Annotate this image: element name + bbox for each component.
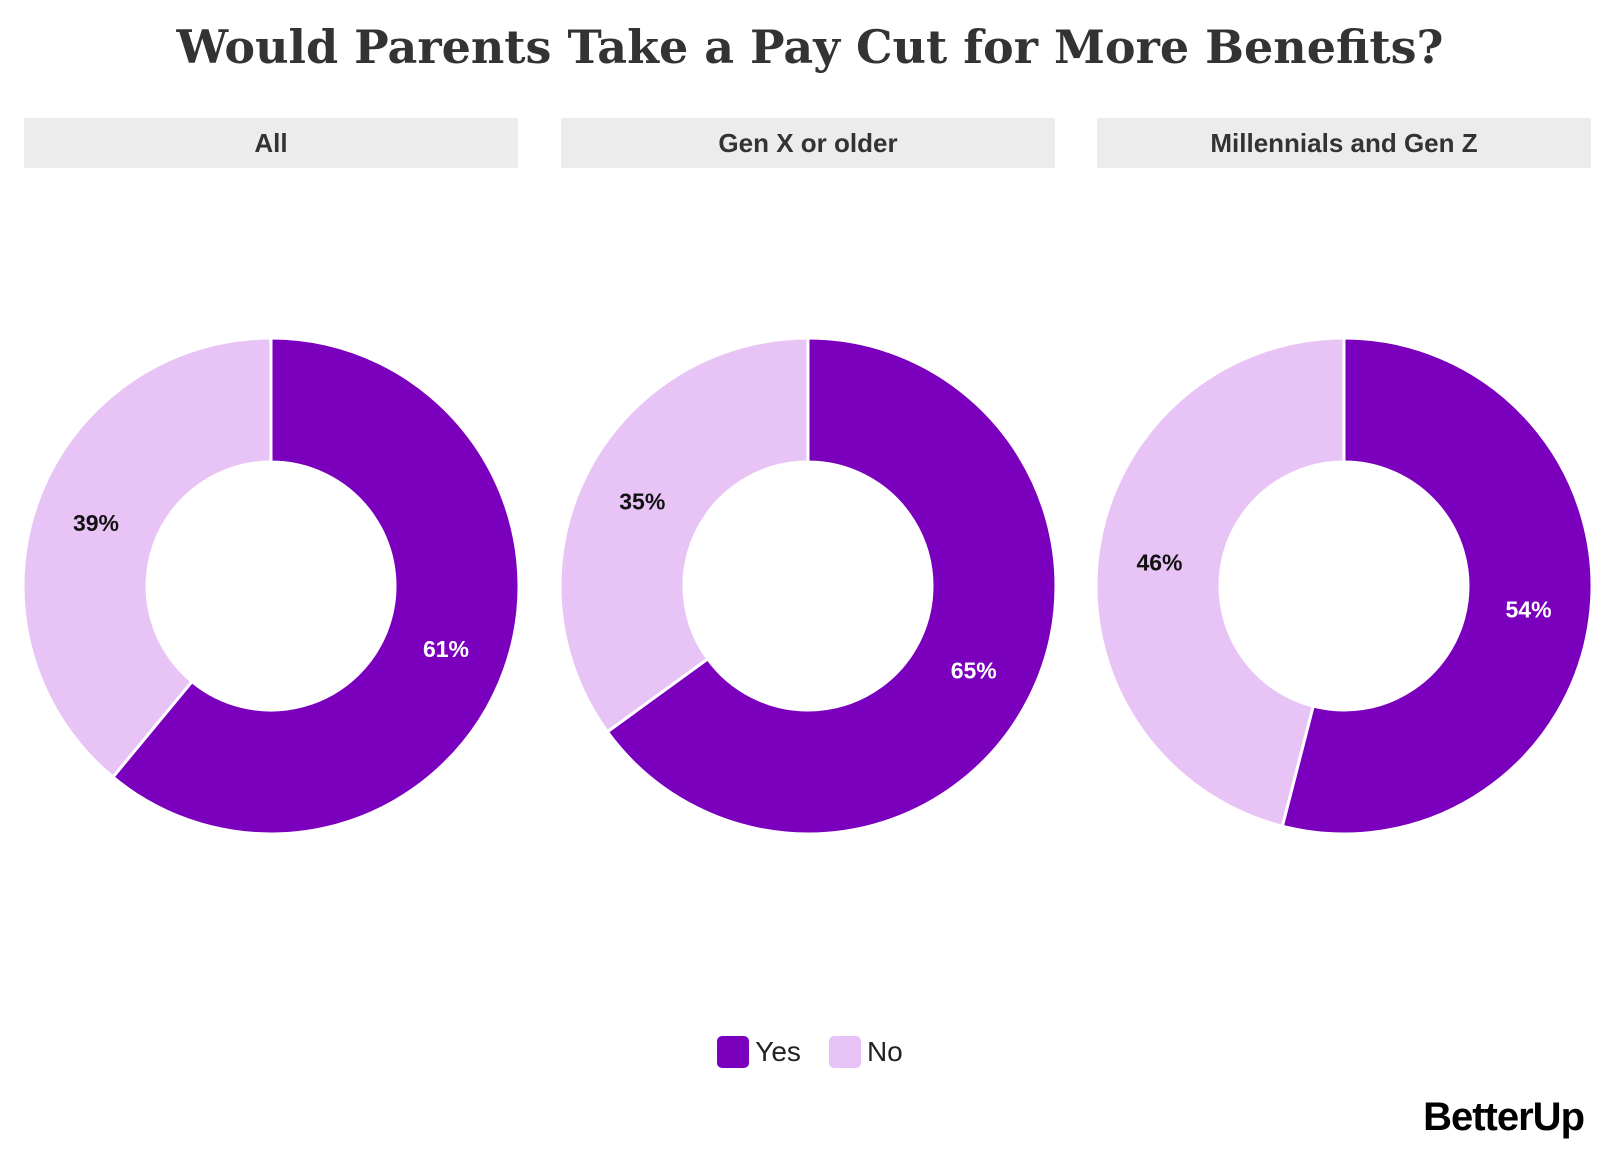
legend-swatch-no bbox=[828, 1036, 861, 1068]
chart-title: Would Parents Take a Pay Cut for More Be… bbox=[176, 20, 1444, 74]
donut-slice-yes-0 bbox=[110, 336, 521, 836]
donut-slice-yes-2 bbox=[1280, 336, 1594, 836]
legend-item-yes: Yes bbox=[717, 1036, 801, 1068]
data-label-yes-2: 54% bbox=[1506, 596, 1552, 622]
donut-slice-yes-1 bbox=[605, 336, 1058, 836]
data-label-yes-0: 61% bbox=[423, 636, 469, 662]
data-label-no-0: 39% bbox=[73, 510, 119, 536]
donut-slice-no-2 bbox=[1094, 336, 1346, 829]
panel-header-millennials-gen-z: Millennials and Gen Z bbox=[1097, 118, 1591, 168]
panel-header-all: All bbox=[24, 118, 518, 168]
data-label-no-2: 46% bbox=[1136, 550, 1182, 576]
data-label-yes-1: 65% bbox=[951, 657, 997, 683]
legend: Yes No bbox=[0, 1036, 1620, 1068]
donut-slice-no-0 bbox=[21, 336, 273, 780]
legend-label-no: No bbox=[866, 1036, 903, 1067]
legend-label-yes: Yes bbox=[755, 1036, 801, 1067]
donut-slice-no-1 bbox=[558, 336, 810, 734]
data-label-no-1: 35% bbox=[619, 489, 665, 515]
panel-header-gen-x: Gen X or older bbox=[561, 118, 1055, 168]
legend-item-no: No bbox=[828, 1036, 903, 1068]
betterup-logo: BetterUp bbox=[1423, 1095, 1585, 1139]
legend-swatch-yes bbox=[717, 1036, 750, 1068]
